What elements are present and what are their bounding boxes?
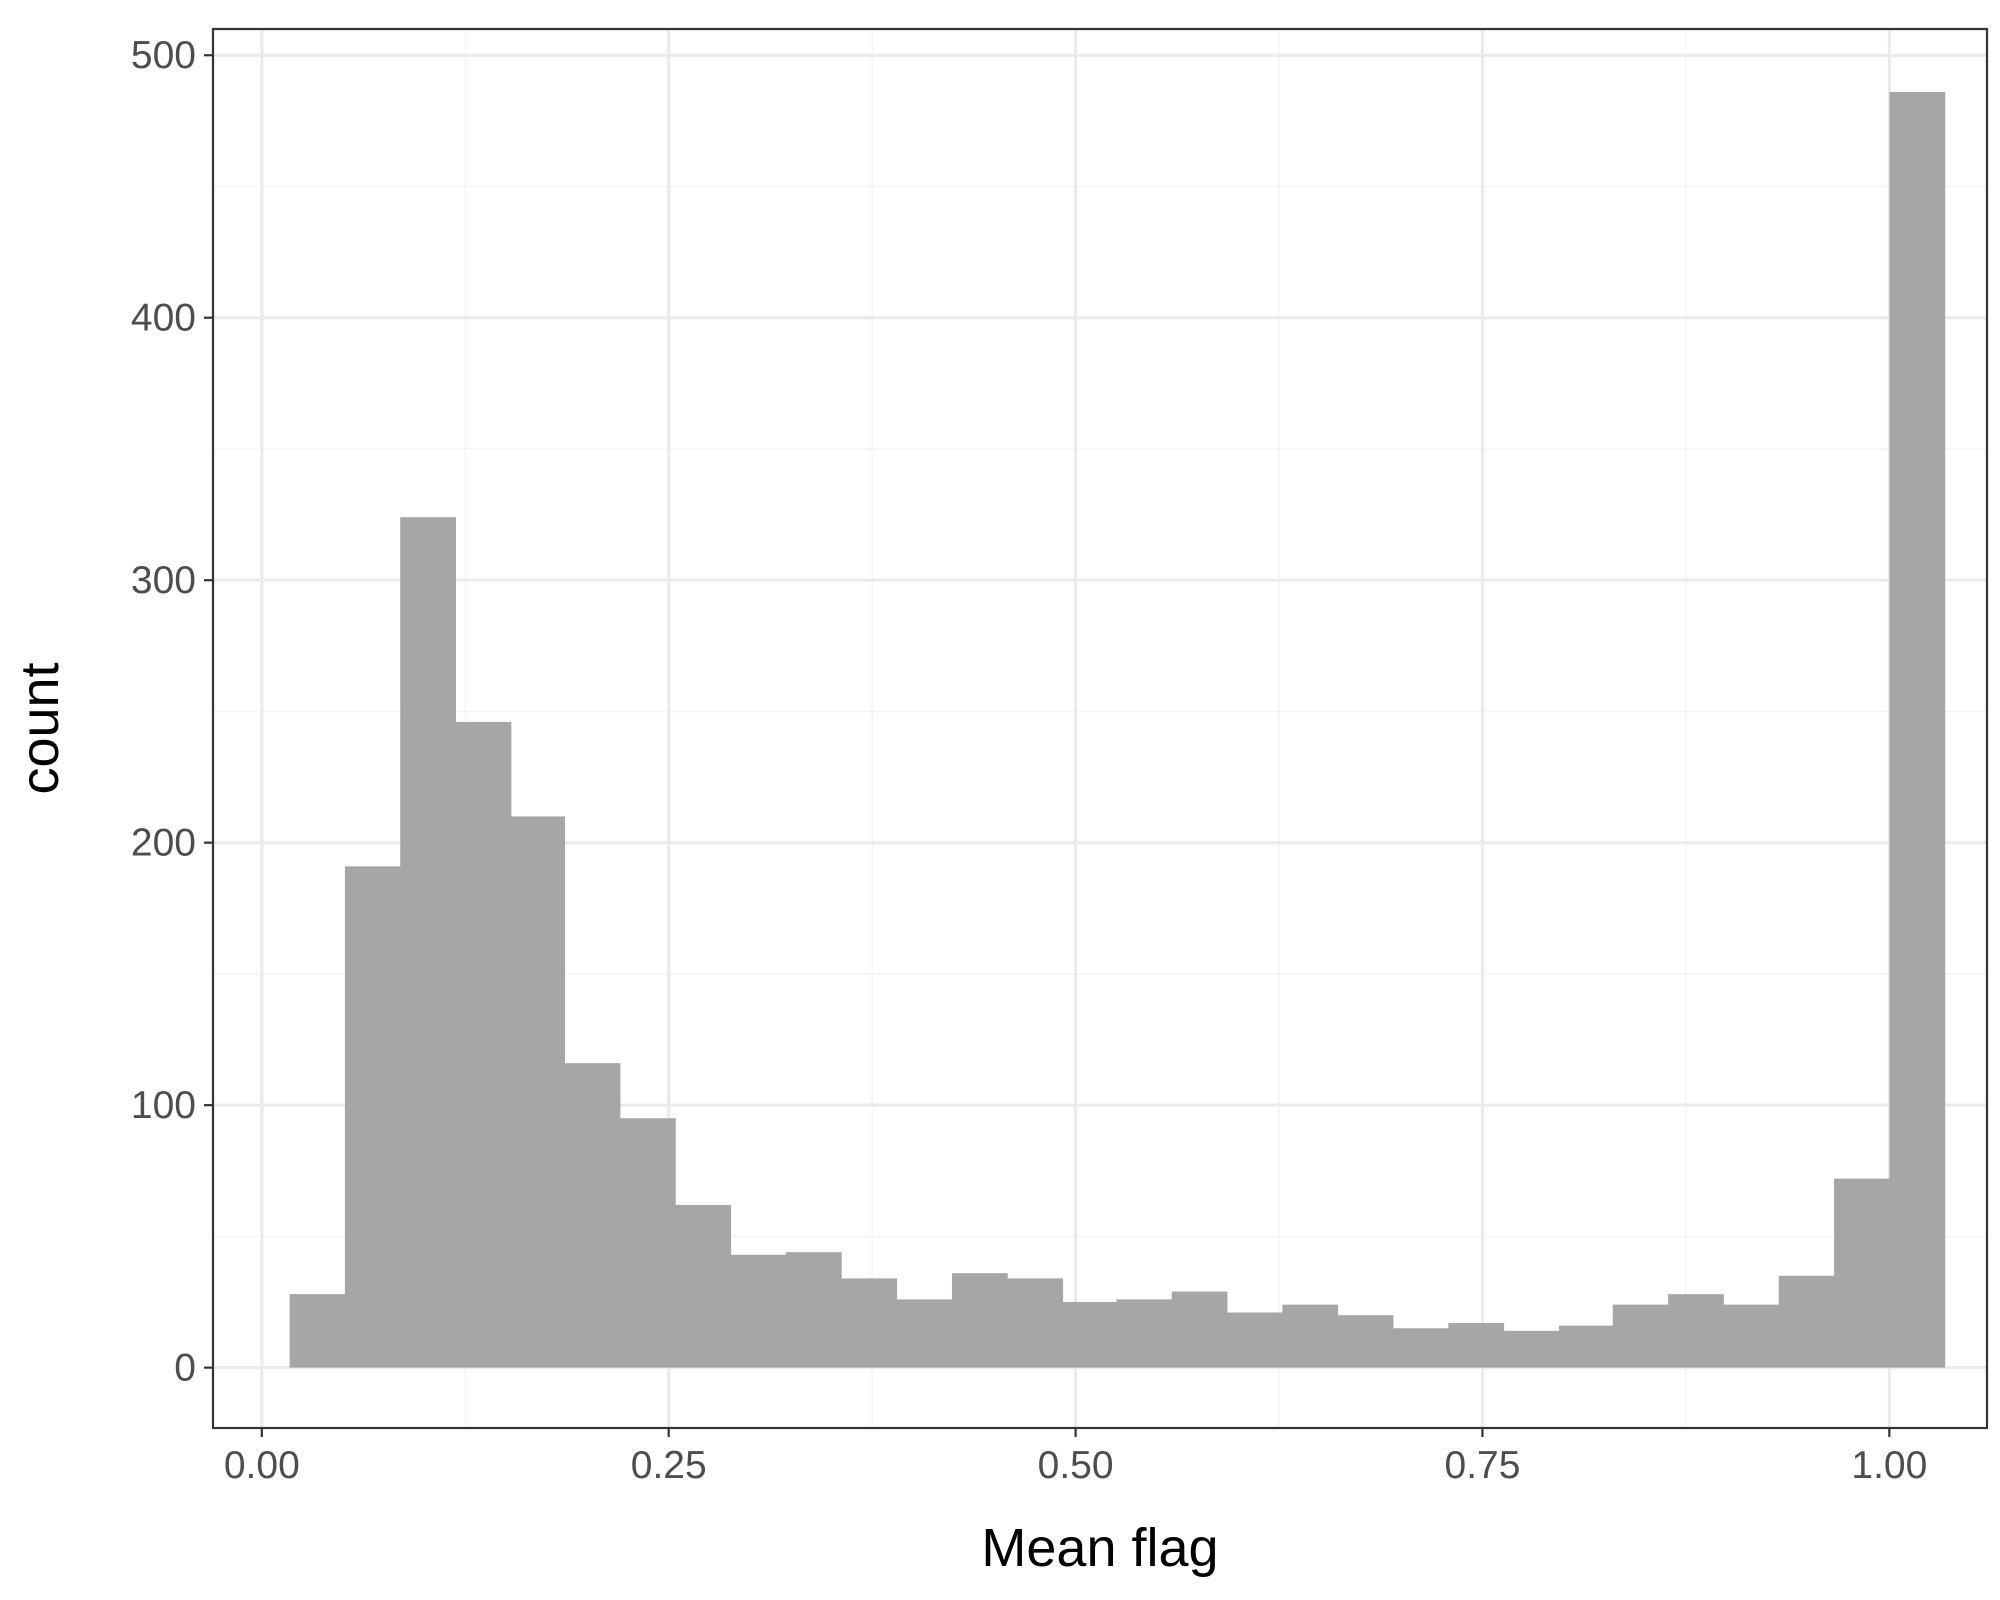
histogram-bar: [1723, 1304, 1780, 1368]
histogram-bar: [564, 1063, 621, 1368]
y-tick-label: 400: [131, 297, 196, 340]
histogram-bar: [344, 866, 401, 1368]
histogram-bar: [455, 721, 512, 1368]
histogram-bars: [289, 91, 1946, 1368]
histogram-bar: [1171, 1291, 1228, 1368]
histogram-bar: [1834, 1178, 1890, 1368]
y-tick-label: 200: [131, 822, 196, 865]
histogram-bar: [951, 1273, 1008, 1368]
x-axis-title: Mean flag: [981, 1518, 1218, 1578]
x-tick-label: 0.00: [224, 1444, 300, 1487]
histogram-bar: [619, 1118, 676, 1368]
minor-gridlines: [213, 29, 1987, 1428]
histogram-bar: [1448, 1323, 1505, 1368]
plot-panel-border: [211, 27, 1989, 1430]
histogram-bar: [1393, 1328, 1449, 1368]
histogram-bar: [1227, 1312, 1283, 1368]
histogram-bar: [1778, 1275, 1835, 1368]
x-tick-label: 0.50: [1038, 1444, 1114, 1487]
histogram-bar: [841, 1278, 898, 1368]
histogram-bar: [1061, 1302, 1117, 1368]
histogram-bar: [730, 1254, 787, 1368]
histogram-bar: [896, 1299, 953, 1368]
y-tick-label: 100: [131, 1084, 196, 1127]
x-tick-label: 0.25: [631, 1444, 707, 1487]
histogram-bar: [400, 517, 457, 1368]
histogram-bar: [1503, 1330, 1560, 1368]
y-tick-label: 0: [174, 1347, 196, 1390]
histogram-bar: [1612, 1304, 1669, 1368]
histogram-bar: [1282, 1304, 1339, 1368]
histogram-bar: [289, 1294, 346, 1368]
histogram-bar: [1116, 1299, 1173, 1368]
histogram-bar: [1337, 1315, 1394, 1368]
y-axis-title: count: [10, 662, 70, 794]
y-axis-ticks: 0 100 200 300 400 500: [131, 34, 213, 1390]
histogram-bar: [1559, 1325, 1615, 1368]
x-tick-label: 1.00: [1851, 1444, 1927, 1487]
histogram-bar: [1889, 91, 1946, 1368]
x-axis-ticks: 0.00 0.25 0.50 0.75 1.00: [224, 1428, 1927, 1487]
y-tick-label: 300: [131, 559, 196, 602]
histogram-bar: [1007, 1278, 1064, 1368]
y-tick-label: 500: [131, 34, 196, 77]
x-tick-label: 0.75: [1445, 1444, 1521, 1487]
histogram-bar: [1668, 1294, 1724, 1368]
histogram-bar: [785, 1252, 842, 1368]
histogram-bar: [675, 1204, 732, 1368]
histogram-bar: [509, 816, 566, 1368]
